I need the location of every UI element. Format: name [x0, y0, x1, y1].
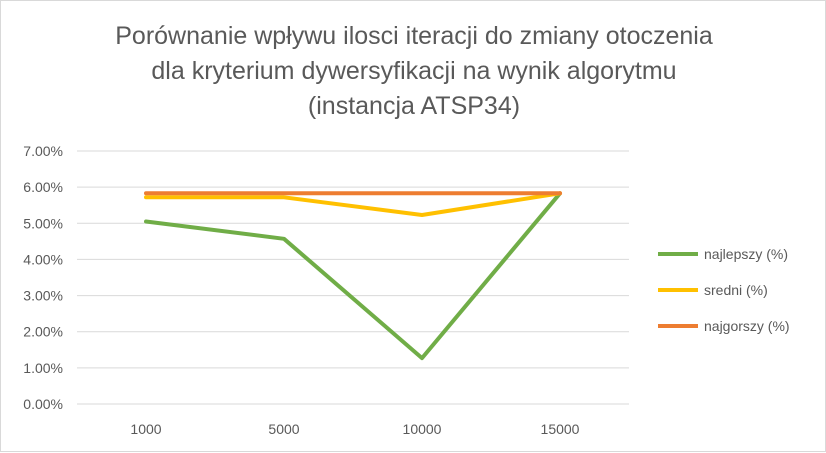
y-tick-label: 4.00% — [23, 251, 63, 267]
x-tick-label: 1000 — [130, 421, 161, 437]
legend-label: najlepszy (%) — [704, 246, 788, 262]
x-tick-label: 15000 — [541, 421, 580, 437]
chart-title-line-2: dla kryterium dywersyfikacji na wynik al… — [151, 57, 677, 85]
legend-label: najgorszy (%) — [704, 318, 790, 334]
y-tick-label: 5.00% — [23, 215, 63, 231]
y-tick-label: 1.00% — [23, 360, 63, 376]
chart-title-line-1: Porównanie wpływu ilosci iteracji do zmi… — [115, 22, 713, 50]
chart-title: Porównanie wpływu ilosci iteracji do zmi… — [1, 19, 826, 124]
x-tick-label: 5000 — [268, 421, 299, 437]
legend-label: sredni (%) — [704, 282, 768, 298]
series-line-2 — [144, 191, 562, 217]
y-tick-label: 2.00% — [23, 324, 63, 340]
y-tick-label: 7.00% — [23, 143, 63, 159]
chart-title-line-3: (instancja ATSP34) — [307, 92, 521, 120]
y-tick-label: 3.00% — [23, 288, 63, 304]
y-tick-label: 6.00% — [23, 179, 63, 195]
y-tick-label: 0.00% — [23, 396, 63, 412]
series-line-1 — [144, 191, 562, 361]
x-tick-label: 10000 — [403, 421, 442, 437]
